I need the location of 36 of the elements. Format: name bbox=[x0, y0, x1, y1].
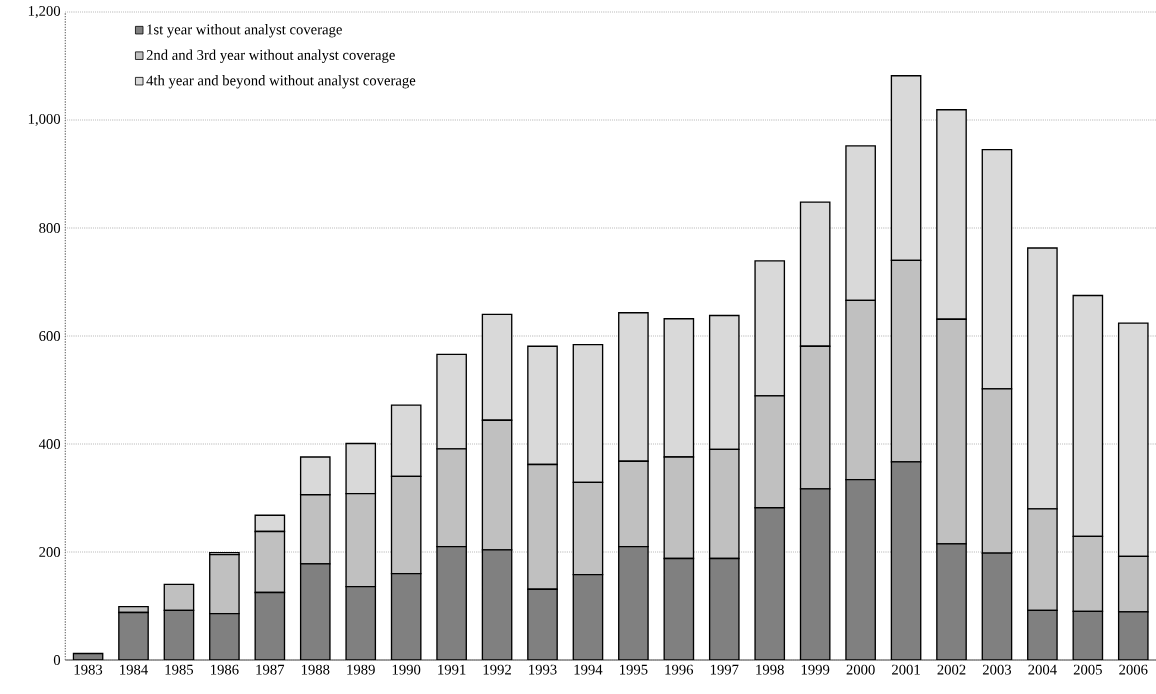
bar bbox=[209, 554, 240, 615]
x-tick-label: 1990 bbox=[392, 664, 421, 675]
x-tick-label: 1988 bbox=[301, 664, 330, 675]
y-tick-label: 400 bbox=[38, 439, 61, 449]
x-tick-label: 2005 bbox=[1073, 664, 1102, 675]
x-tick-label: 1994 bbox=[574, 664, 603, 675]
x-tick-label: 1985 bbox=[165, 664, 194, 675]
x-tick-label: 1998 bbox=[756, 664, 784, 675]
y-tick-label: 600 bbox=[39, 331, 61, 341]
y-tick-label: 200 bbox=[39, 547, 61, 557]
x-tick-label: 2001 bbox=[892, 664, 920, 675]
x-tick-label: 1987 bbox=[256, 664, 285, 675]
bar bbox=[163, 583, 195, 611]
legend-label: 4th year and beyond without analyst coverage bbox=[146, 75, 416, 89]
x-tick-label: 1996 bbox=[665, 664, 694, 675]
x-tick-label: 1986 bbox=[211, 664, 239, 675]
y-tick-label: 800 bbox=[39, 223, 61, 233]
x-tick-label: 2006 bbox=[1119, 664, 1148, 675]
x-tick-label: 2004 bbox=[1028, 664, 1057, 675]
x-tick-label: 2000 bbox=[846, 664, 875, 675]
x-tick-label: 1999 bbox=[801, 664, 830, 675]
x-tick-label: 1991 bbox=[438, 664, 466, 675]
y-tick-label: 1,200 bbox=[28, 6, 61, 19]
y-tick-label: 1,000 bbox=[28, 114, 61, 127]
legend-label: 1st year without analyst coverage bbox=[147, 24, 342, 38]
x-tick-label: 1992 bbox=[483, 664, 511, 675]
legend-label: 2nd and 3rd year without analyst coverage bbox=[146, 49, 395, 63]
x-tick-label: 2003 bbox=[982, 664, 1012, 675]
x-tick-label: 1997 bbox=[710, 664, 739, 675]
x-tick-label: 1993 bbox=[529, 664, 557, 675]
x-tick-label: 1983 bbox=[74, 664, 103, 675]
x-tick-label: 2002 bbox=[937, 664, 966, 675]
y-tick-label: 0 bbox=[53, 655, 61, 665]
x-tick-label: 1989 bbox=[347, 664, 375, 675]
x-tick-label: 1995 bbox=[620, 664, 648, 675]
x-tick-label: 1984 bbox=[120, 664, 148, 675]
